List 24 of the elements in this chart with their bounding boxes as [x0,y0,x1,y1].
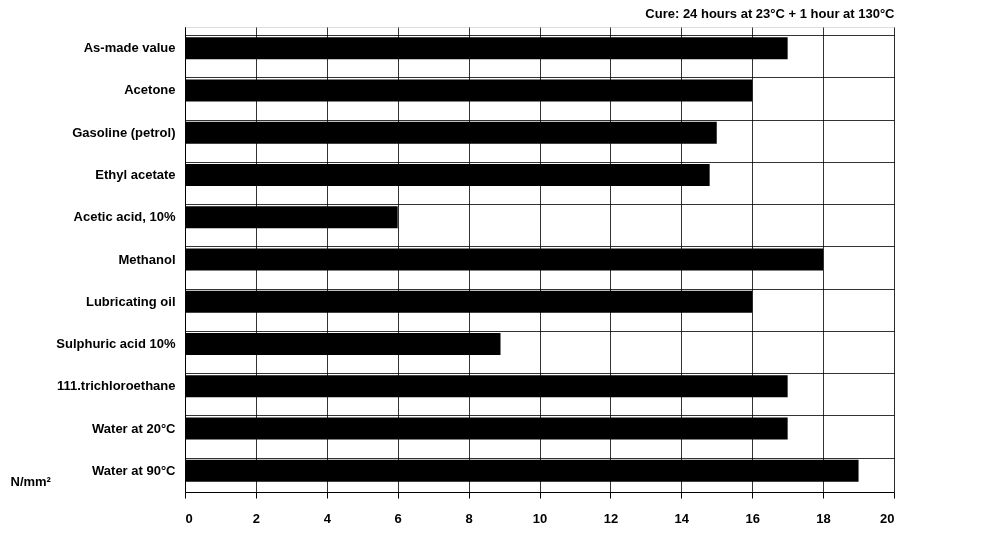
x-tick-label: 20 [880,510,895,526]
y-tick-label: Water at 20°C [92,420,177,436]
x-tick-label: 14 [674,510,690,526]
y-tick-label: Methanol [118,251,176,267]
x-tick-label: 6 [394,510,402,526]
y-tick-label: Gasoline (petrol) [72,124,176,140]
y-tick-label: Water at 90°C [92,462,177,478]
x-axis-title: N/mm² [10,473,52,489]
y-tick-label: As-made value [83,40,176,56]
y-tick-label: Lubricating oil [85,293,176,309]
x-tick-label: 0 [185,510,193,526]
x-tick-label: 8 [465,510,473,526]
chart-title: Cure: 24 hours at 23°C + 1 hour at 130°C [645,6,896,21]
x-tick-label: 2 [252,510,261,526]
y-tick-label: Ethyl acetate [95,166,176,182]
x-tick-label: 16 [745,510,760,526]
y-tick-label: Sulphuric acid 10% [56,336,176,352]
x-tick-label: 4 [323,510,332,526]
y-tick-label: 111.trichloroethane [57,378,176,394]
x-tick-label: 18 [816,510,831,526]
y-tick-label: Acetone [124,82,176,98]
y-tick-label: Acetic acid, 10% [73,209,176,225]
x-tick-label: 12 [603,510,619,526]
x-tick-label: 10 [532,510,548,526]
